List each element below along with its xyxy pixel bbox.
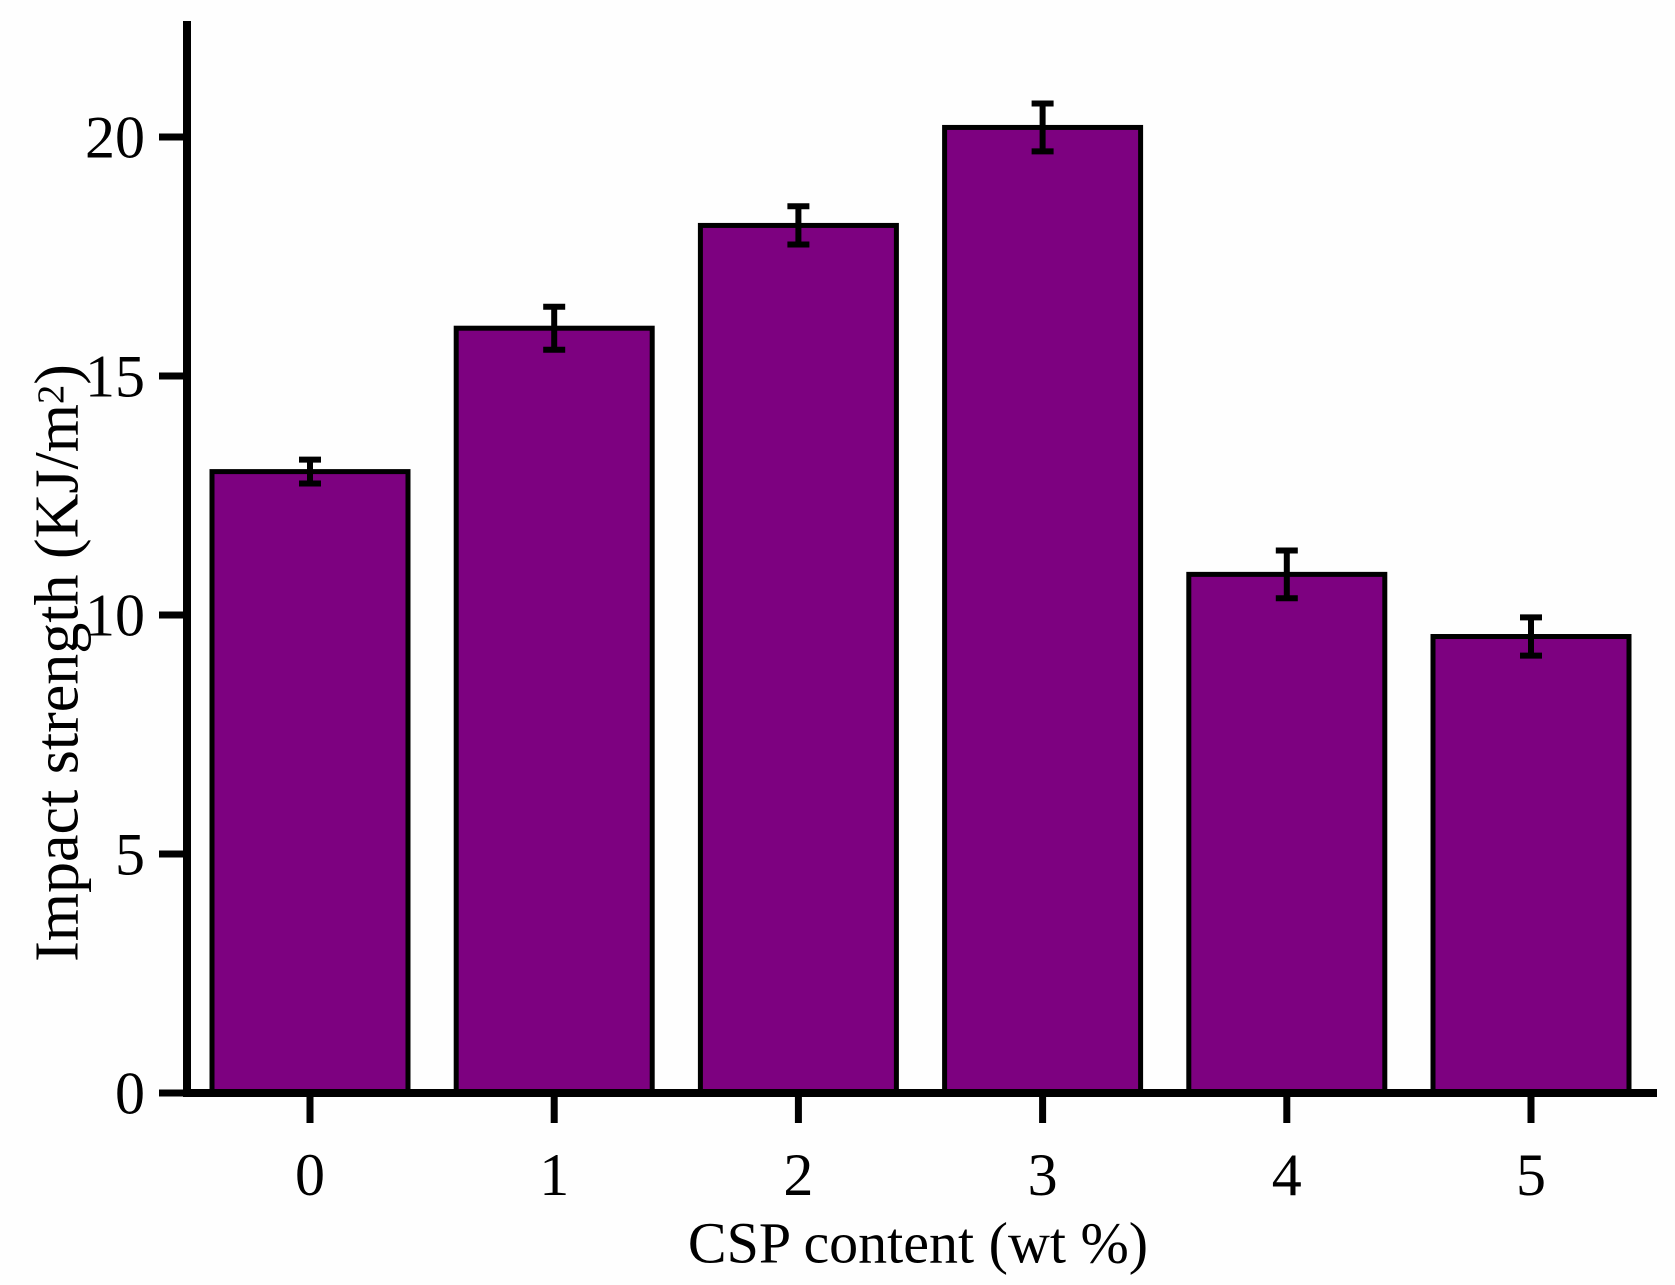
bar — [697, 222, 899, 1096]
y-axis-title-text: Impact strength (KJ/m — [23, 403, 92, 962]
x-tick — [1527, 1097, 1535, 1123]
x-tick-label: 4 — [1272, 1142, 1302, 1208]
bar — [1430, 634, 1632, 1096]
x-tick-label: 0 — [295, 1142, 325, 1208]
y-axis-title-close: ) — [23, 364, 92, 385]
y-tick-label: 20 — [85, 104, 145, 170]
x-axis-title: CSP content (wt %) — [687, 1210, 1149, 1276]
x-tick-label: 5 — [1516, 1142, 1546, 1208]
y-tick-label: 0 — [115, 1060, 145, 1126]
y-tick — [159, 1089, 183, 1097]
bar — [209, 469, 411, 1096]
y-axis-title: Impact strength (KJ/m2) — [23, 364, 94, 962]
x-tick-label: 1 — [539, 1142, 569, 1208]
bar — [1186, 571, 1388, 1096]
y-tick-label: 10 — [85, 582, 145, 648]
x-tick — [1283, 1097, 1291, 1123]
y-tick — [159, 850, 183, 858]
y-tick — [159, 611, 183, 619]
x-tick — [550, 1097, 558, 1123]
x-tick — [794, 1097, 802, 1123]
y-tick — [159, 133, 183, 141]
x-tick-label: 3 — [1028, 1142, 1058, 1208]
y-tick-label: 15 — [85, 343, 145, 409]
x-tick-label: 2 — [783, 1142, 813, 1208]
y-tick — [159, 372, 183, 380]
x-axis-line — [183, 1089, 1657, 1097]
bar — [942, 124, 1144, 1096]
y-axis-title-superscript: 2 — [30, 384, 73, 404]
y-axis-line — [183, 21, 191, 1097]
y-tick-label: 5 — [115, 821, 145, 887]
bar — [453, 325, 655, 1096]
x-tick — [306, 1097, 314, 1123]
x-tick — [1039, 1097, 1047, 1123]
